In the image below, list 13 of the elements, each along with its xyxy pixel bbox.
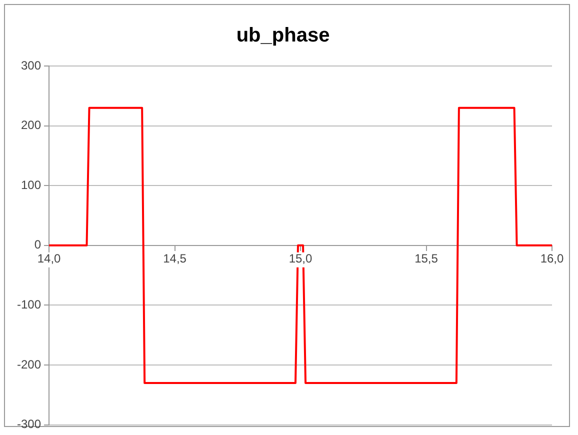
x-tick-label: 15,5 [414,252,438,266]
y-tick-label: 100 [20,178,42,192]
y-tick-label: -200 [16,357,42,372]
x-tick-label: 16,0 [540,252,564,266]
chart-title: ub_phase [236,24,330,47]
y-tick-label: -100 [16,298,42,312]
y-tick-label: 0 [34,238,42,252]
y-tick-label: 300 [20,58,42,72]
x-tick-label: 14,5 [163,252,187,266]
y-tick-label: 200 [20,118,42,132]
x-tick-label: 14,0 [37,252,62,266]
y-tick-label: -300 [16,417,42,432]
x-tick-label: 15,0 [288,252,313,266]
